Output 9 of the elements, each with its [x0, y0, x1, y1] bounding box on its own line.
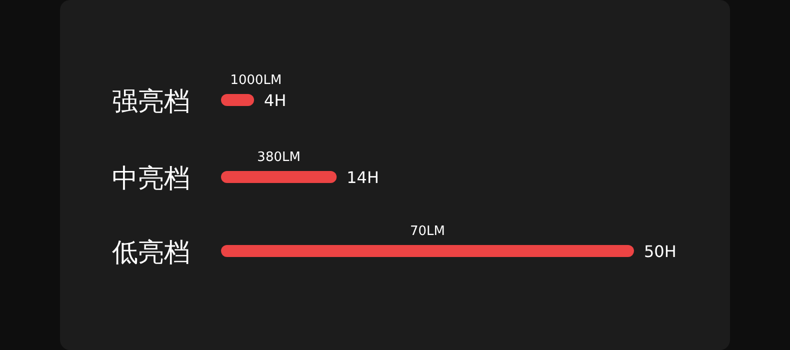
annotation: 70LM [410, 224, 446, 239]
y-tick-label: 低亮档 [112, 238, 190, 268]
data-label: 4H [264, 91, 286, 110]
y-tick-label: 中亮档 [112, 164, 190, 194]
annotation: 1000LM [230, 73, 282, 88]
data-label: 50H [644, 242, 676, 261]
y-tick-label: 强亮档 [112, 87, 190, 117]
annotation: 380LM [257, 150, 300, 165]
data-label: 14H [346, 168, 380, 187]
